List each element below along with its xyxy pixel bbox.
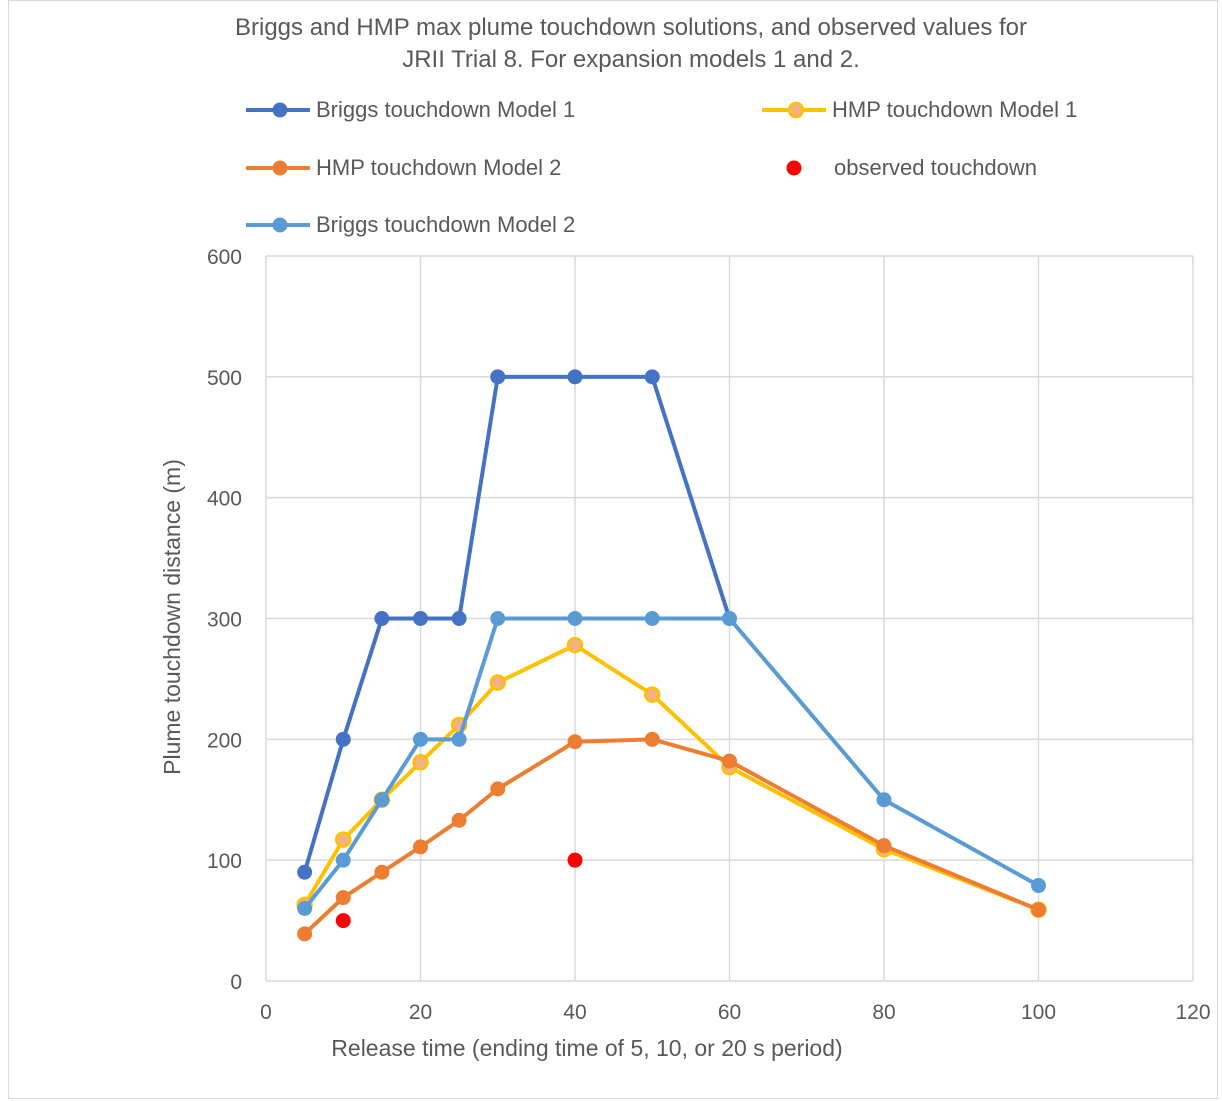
- legend-label: Briggs touchdown Model 1: [316, 97, 576, 122]
- data-point: [335, 831, 352, 848]
- data-point: [297, 926, 313, 942]
- x-tick-label: 100: [1021, 1001, 1056, 1024]
- x-tick-label: 120: [1175, 1001, 1210, 1024]
- x-tick-label: 60: [718, 1001, 741, 1024]
- legend-label: HMP touchdown Model 2: [316, 155, 562, 180]
- legend-label: Briggs touchdown Model 2: [316, 212, 576, 237]
- data-point: [1031, 902, 1046, 918]
- data-point: [412, 754, 429, 771]
- y-tick-label: 500: [207, 367, 242, 390]
- legend-entry: HMP touchdown Model 2: [244, 153, 561, 183]
- data-point: [567, 734, 583, 750]
- data-point: [297, 901, 313, 916]
- data-point: [374, 864, 390, 880]
- y-tick-label: 600: [207, 246, 242, 269]
- data-point: [644, 611, 660, 626]
- legend-swatch: [786, 160, 802, 176]
- legend-entry: observed touchdown: [760, 153, 1037, 183]
- y-tick-label: 0: [230, 971, 242, 994]
- data-point: [451, 611, 467, 626]
- chart-title-line-2: JRII Trial 8. For expansion models 1 and…: [402, 46, 860, 73]
- legend-label: observed touchdown: [834, 155, 1038, 180]
- data-point: [451, 812, 467, 828]
- data-point: [413, 839, 428, 855]
- series-4: [297, 611, 1046, 916]
- data-point: [335, 890, 351, 906]
- x-tick-label: 20: [409, 1001, 432, 1024]
- data-point: [644, 369, 660, 385]
- legend-entry: Briggs touchdown Model 2: [244, 210, 575, 240]
- y-tick-label: 400: [207, 488, 242, 511]
- data-point: [297, 864, 313, 880]
- y-tick-label: 100: [207, 850, 242, 873]
- data-point: [644, 731, 660, 747]
- series-line: [302, 643, 1040, 912]
- series-2: [297, 731, 1046, 942]
- data-point: [490, 611, 506, 626]
- data-point: [451, 731, 467, 747]
- data-point: [413, 731, 428, 747]
- data-point: [374, 611, 390, 626]
- axes: 0 100 200 300 400 500 600 0 20 40 60 80 100 120: [207, 246, 1211, 1024]
- data-point: [876, 838, 892, 854]
- chart-frame: [8, 0, 1218, 1099]
- legend-swatch: [246, 102, 310, 118]
- data-point: [567, 369, 583, 385]
- data-point: [490, 369, 506, 385]
- data-point: [1031, 878, 1046, 894]
- data-point: [567, 611, 583, 626]
- data-point: [566, 636, 584, 654]
- legend-swatch: [246, 160, 310, 176]
- data-point: [644, 686, 661, 703]
- x-tick-label: 0: [260, 1001, 272, 1024]
- x-axis-label: Release time (ending time of 5, 10, or 2…: [331, 1035, 842, 1061]
- series-1: [296, 636, 1047, 918]
- data-point: [722, 611, 737, 626]
- series-layer: [296, 369, 1047, 942]
- data-point: [335, 913, 351, 929]
- data-point: [567, 852, 583, 868]
- y-axis-label: Plume touchdown distance (m): [159, 459, 185, 775]
- legend-swatch: [246, 217, 310, 233]
- chart-title-line-1: Briggs and HMP max plume touchdown solut…: [235, 14, 1027, 41]
- chart-title: Briggs and HMP max plume touchdown solut…: [0, 12, 1222, 76]
- legend-entry: HMP touchdown Model 1: [760, 95, 1077, 125]
- data-point: [489, 674, 506, 691]
- series-3: [335, 852, 583, 929]
- legend-label: HMP touchdown Model 1: [832, 97, 1078, 122]
- series-line: [302, 374, 732, 873]
- series-0: [297, 369, 737, 880]
- legend-swatch: [762, 101, 826, 119]
- data-point: [335, 731, 351, 747]
- x-tick-label: 40: [563, 1001, 586, 1024]
- data-point: [876, 792, 892, 808]
- data-point: [374, 792, 390, 808]
- data-point: [722, 753, 737, 769]
- y-tick-label: 200: [207, 729, 242, 752]
- x-tick-label: 80: [872, 1001, 895, 1024]
- data-point: [335, 852, 351, 868]
- legend-entry: Briggs touchdown Model 1: [244, 95, 575, 125]
- data-point: [490, 781, 506, 797]
- y-tick-label: 300: [207, 609, 242, 632]
- data-point: [413, 611, 428, 626]
